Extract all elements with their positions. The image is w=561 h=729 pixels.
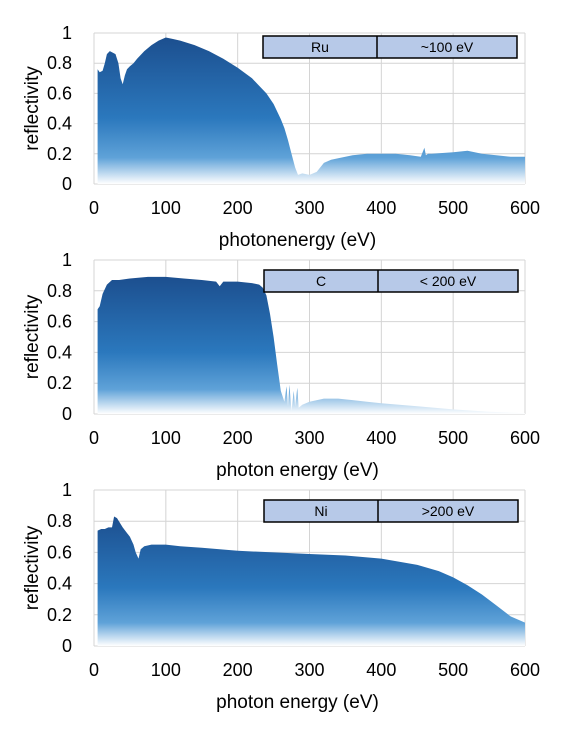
- y-tick-label: 0.6: [47, 83, 72, 103]
- chart-panels: 00.20.40.60.810 100 200 300 400 500 600photone…: [22, 23, 540, 713]
- x-tick-label: 600: [510, 660, 540, 680]
- legend-element-label: Ni: [314, 503, 327, 519]
- x-axis-title: photon energy (eV): [216, 692, 379, 713]
- y-tick-label: 0.8: [47, 511, 72, 531]
- y-tick-label: 0: [62, 404, 72, 424]
- legend-energy-label: >200 eV: [422, 503, 475, 519]
- legend-box: [263, 499, 519, 523]
- legend-energy-label: < 200 eV: [420, 273, 477, 289]
- chart-panel-3: 0 0.2 0.4 0.6 0.8 1 0 100 200 300 400 500 600 photon …: [22, 480, 540, 713]
- x-tick-label: 600: [510, 428, 540, 448]
- y-tick-label: 1: [62, 23, 72, 43]
- x-tick-label: 500: [438, 660, 468, 680]
- x-tick-label: 500: [438, 198, 468, 218]
- legend-energy-label: ~100 eV: [421, 39, 474, 55]
- reflectivity-area-1: [97, 276, 525, 414]
- x-tick-label: 0: [89, 428, 99, 448]
- x-tick-label: 100: [151, 198, 181, 218]
- x-axis-title: photon energy (eV): [216, 460, 379, 481]
- x-tick-label: 400: [366, 198, 396, 218]
- y-tick-label: 0.2: [47, 144, 72, 164]
- x-axis-title: photonenergy (eV): [219, 230, 376, 251]
- x-tick-label: 300: [294, 428, 324, 448]
- x-tick-label: 600: [510, 198, 540, 218]
- x-tick-label: 400: [366, 660, 396, 680]
- legend-element-label: C: [316, 273, 326, 289]
- x-tick-label: 100: [151, 428, 181, 448]
- reflectivity-area-1: [97, 37, 525, 184]
- y-tick-label: 0.4: [47, 342, 72, 362]
- legend-box: [262, 35, 518, 59]
- y-tick-label: 0.6: [47, 312, 72, 332]
- y-axis-title: reflectivity: [22, 294, 43, 379]
- x-tick-label: 200: [223, 428, 253, 448]
- y-tick-label: 0.6: [47, 542, 72, 562]
- x-tick-label: 100: [151, 660, 181, 680]
- legend-box: [263, 269, 519, 293]
- x-tick-label: 300: [294, 198, 324, 218]
- x-tick-label: 0: [89, 660, 99, 680]
- y-tick-label: 1: [62, 480, 72, 500]
- y-tick-label: 0: [62, 174, 72, 194]
- chart-panel-2: 0 0.2 0.4 0.6 0.8 1 0 100 200 300 400 500 600 photon …: [22, 250, 540, 481]
- chart-panel-1: 0 0.2 0.4 0.6 0.8 1 0 100 200 300 400 500 600 photone…: [22, 23, 540, 251]
- x-tick-label: 200: [223, 660, 253, 680]
- x-tick-label: 500: [438, 428, 468, 448]
- y-tick-label: 0.4: [47, 574, 72, 594]
- y-tick-label: 0.2: [47, 605, 72, 625]
- x-tick-label: 400: [366, 428, 396, 448]
- y-tick-label: 0.8: [47, 53, 72, 73]
- reflectivity-area-1: [97, 516, 525, 646]
- y-tick-label: 0.8: [47, 281, 72, 301]
- y-tick-label: 0: [62, 636, 72, 656]
- x-tick-label: 300: [294, 660, 324, 680]
- y-axis-title: reflectivity: [22, 525, 43, 610]
- x-tick-label: 0: [89, 198, 99, 218]
- x-tick-label: 200: [223, 198, 253, 218]
- y-tick-label: 1: [62, 250, 72, 270]
- y-tick-label: 0.4: [47, 114, 72, 134]
- legend-element-label: Ru: [311, 39, 329, 55]
- y-tick-label: 0.2: [47, 373, 72, 393]
- y-axis-title: reflectivity: [22, 66, 43, 151]
